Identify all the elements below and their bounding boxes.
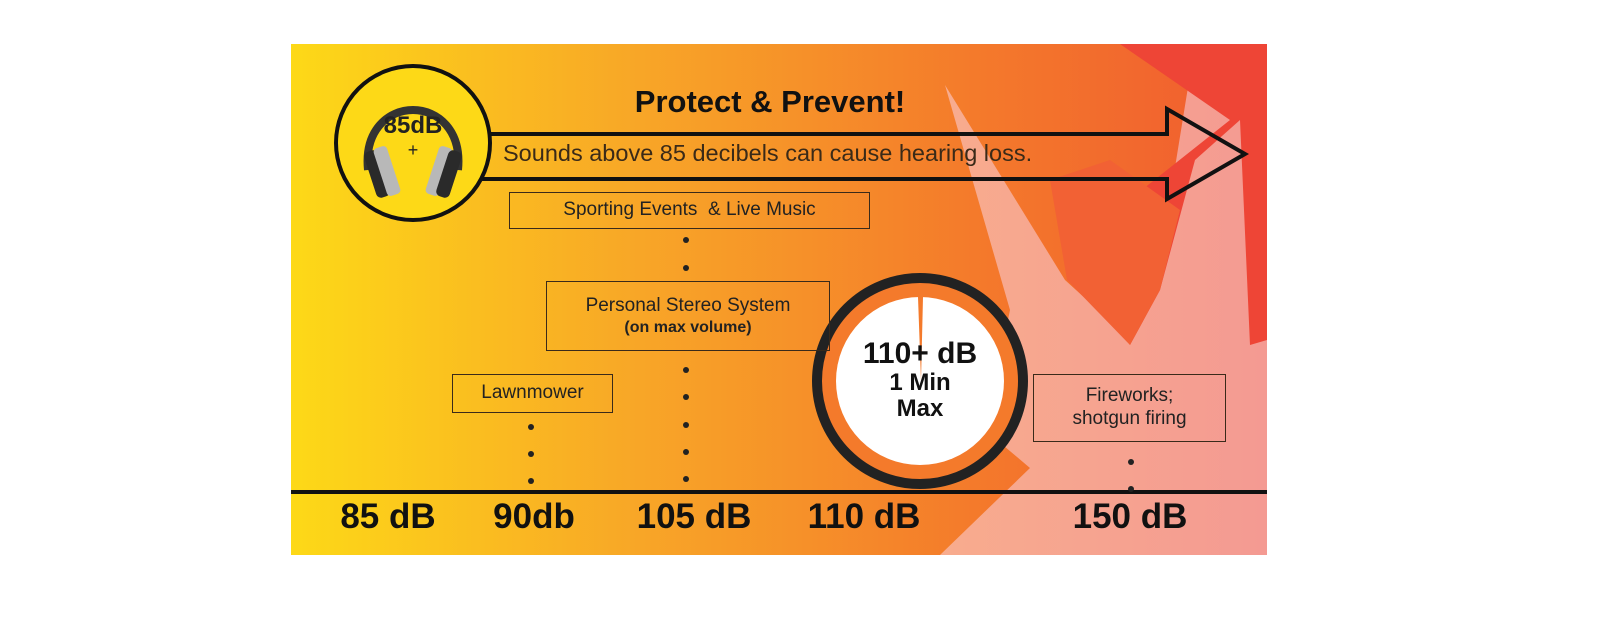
source-personal-stereo: Personal Stereo System (on max volume) — [546, 281, 830, 351]
clock-line2: 1 Min — [889, 369, 951, 396]
dot — [528, 478, 534, 484]
source-sublabel: (on max volume) — [624, 318, 752, 336]
badge-85db: 85dB — [383, 112, 443, 139]
dot — [683, 367, 689, 373]
scale-label-110: 110 dB — [807, 497, 921, 536]
arrow-shape — [470, 105, 1250, 203]
source-label: Personal Stereo System — [585, 295, 791, 316]
dot — [528, 451, 534, 457]
dot — [528, 424, 534, 430]
dot — [683, 449, 689, 455]
dot — [1128, 486, 1134, 492]
source-lawnmower: Lawnmower — [452, 374, 613, 413]
dot — [683, 394, 689, 400]
dot — [683, 265, 689, 271]
scale-label-150: 150 dB — [1072, 497, 1188, 536]
dot — [683, 476, 689, 482]
source-label: Fireworks; — [1085, 385, 1174, 407]
clock-line3: Max — [896, 395, 944, 423]
subtitle: Sounds above 85 decibels can cause heari… — [503, 140, 1033, 166]
clock-icon — [812, 273, 1028, 489]
clock-text: 110+ dB 1 Min Max — [820, 337, 1020, 423]
scale-label-105: 105 dB — [636, 497, 752, 536]
page-title: Protect & Prevent! — [634, 84, 906, 119]
source-fireworks: Fireworks; shotgun firing — [1033, 374, 1226, 442]
scale-label-85: 85 dB — [340, 497, 436, 536]
source-label: Lawnmower — [481, 382, 584, 404]
clock-line1: 110+ dB — [862, 337, 978, 370]
source-sporting-events: Sporting Events & Live Music — [509, 192, 870, 229]
dot — [683, 422, 689, 428]
headphones-icon — [363, 106, 463, 198]
badge-text: 85dB + — [336, 112, 490, 161]
dot — [683, 237, 689, 243]
badge-plus: + — [407, 140, 419, 160]
source-label: shotgun firing — [1072, 408, 1187, 429]
scale-line — [291, 490, 1267, 494]
source-label: Sporting Events & Live Music — [563, 199, 816, 221]
dot — [1128, 459, 1134, 465]
scale-label-90: 90db — [493, 497, 575, 536]
